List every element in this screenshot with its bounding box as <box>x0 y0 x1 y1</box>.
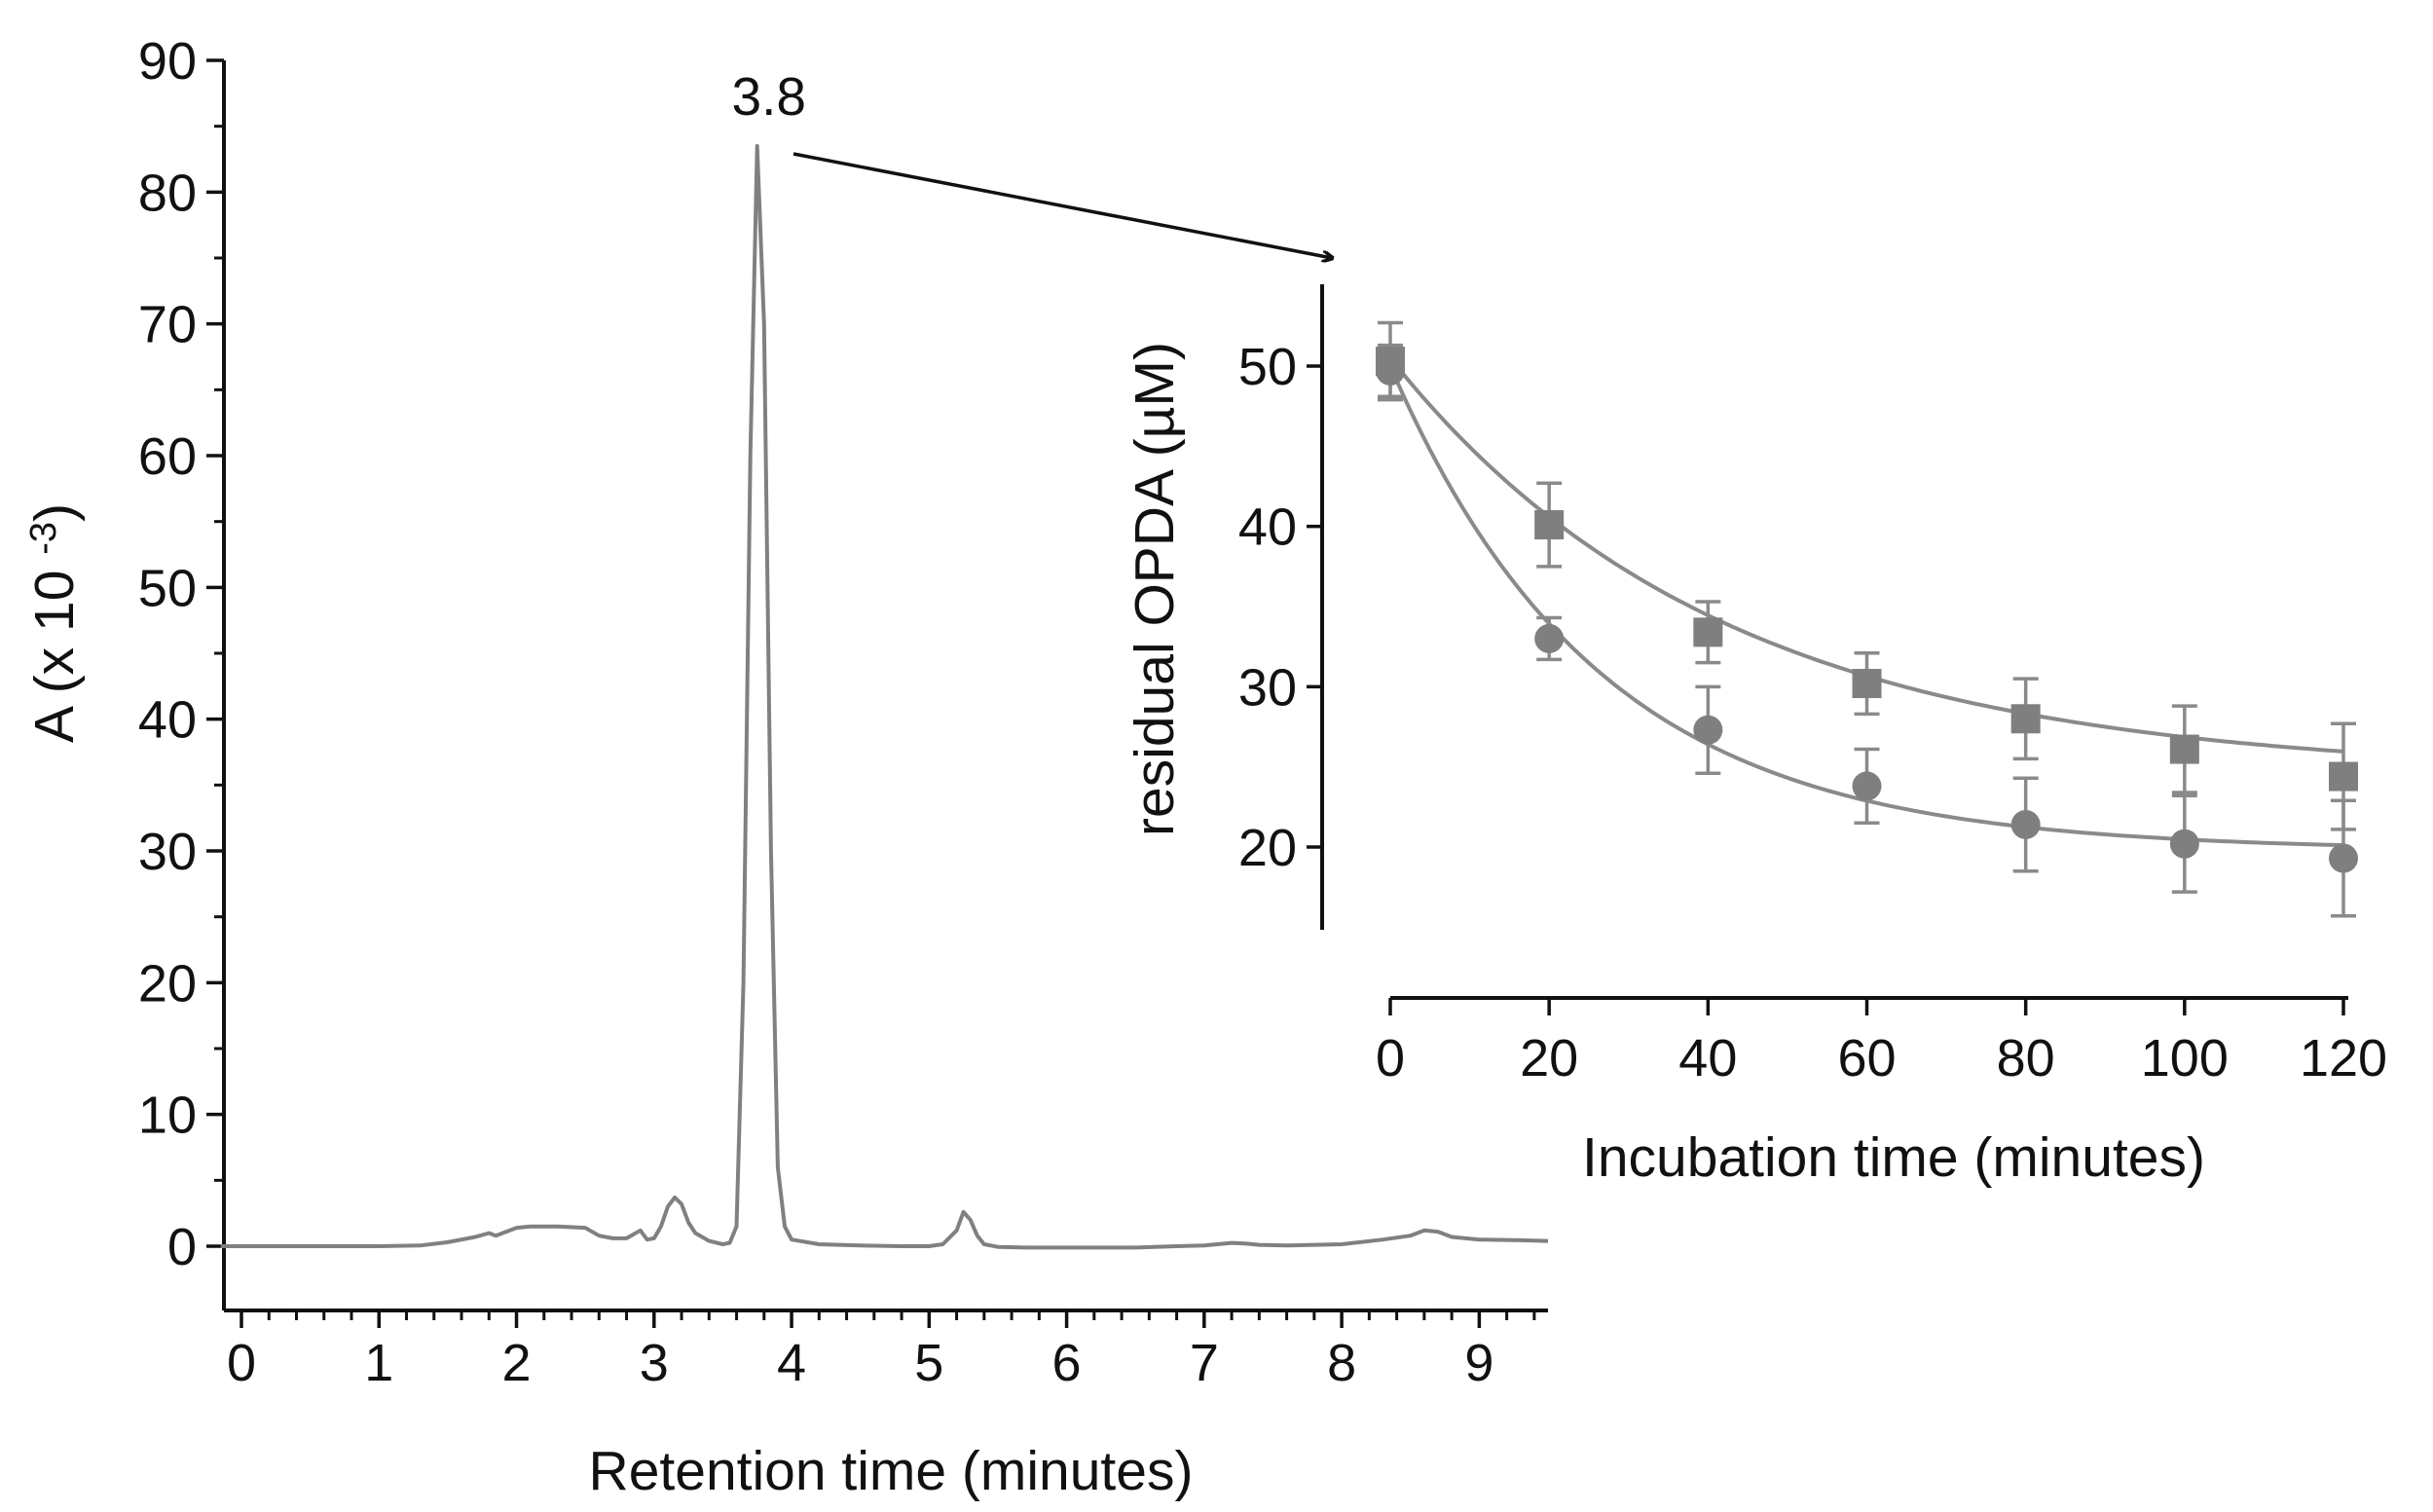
main-x-tick-label: 2 <box>502 1334 532 1392</box>
circle-marker <box>2010 809 2041 839</box>
inset-x-axis-title: Incubation time (minutes) <box>1582 1126 2205 1189</box>
inset-series <box>1376 320 2358 918</box>
inset-x-tick-label: 60 <box>1837 1029 1896 1088</box>
inset-x-tick-label: 80 <box>1997 1029 2055 1088</box>
inset-y-axis-ticks: 20 30 40 50 <box>1238 338 1322 877</box>
inset-x-tick-label: 120 <box>2300 1029 2387 1088</box>
inset-x-tick-label: 0 <box>1376 1029 1405 1088</box>
main-y-tick-label: 90 <box>138 32 197 91</box>
peak-pointer-arrow <box>793 152 1332 258</box>
inset-y-tick-label: 20 <box>1238 819 1297 877</box>
inset-x-tick-label: 100 <box>2141 1029 2229 1088</box>
chromatogram-trace <box>220 144 1549 1250</box>
square-marker <box>1693 617 1723 647</box>
main-y-tick-label: 0 <box>167 1218 197 1276</box>
main-y-axis-title-close: ) <box>23 503 86 522</box>
inset-y-tick-label: 50 <box>1238 338 1297 396</box>
circle-marker <box>2329 843 2358 873</box>
square-marker <box>1534 510 1565 540</box>
inset-y-tick-label: 40 <box>1238 498 1297 557</box>
circle-marker <box>1852 771 1882 801</box>
main-x-tick-label: 4 <box>777 1334 806 1392</box>
inset-y-tick-label: 30 <box>1238 658 1297 717</box>
circle-marker <box>2169 829 2199 859</box>
circle-marker <box>1376 355 1405 386</box>
chromatogram-chart: 0 10 20 30 40 50 60 70 80 90 0 1 2 3 4 5 6 7 8 9 3.8 Reten… <box>23 32 1549 1502</box>
main-x-tick-label: 3 <box>640 1334 669 1392</box>
main-x-tick-label: 6 <box>1052 1334 1082 1392</box>
main-x-tick-label: 8 <box>1327 1334 1356 1392</box>
main-y-tick-label: 80 <box>138 164 197 222</box>
main-y-axis-ticks: 0 10 20 30 40 50 60 70 80 90 <box>138 32 224 1276</box>
square-marker <box>1852 669 1882 699</box>
main-x-tick-label: 0 <box>227 1334 256 1392</box>
inset-x-tick-label: 20 <box>1520 1029 1578 1088</box>
inset-chart: 20 30 40 50 0 20 40 60 80 100 120 Incubation time… <box>1124 284 2387 1189</box>
main-x-tick-label: 7 <box>1190 1334 1219 1392</box>
square-marker <box>2329 761 2358 792</box>
square-marker <box>2010 704 2041 734</box>
main-y-axis-title-main: A (x 10 <box>23 555 86 743</box>
main-y-tick-label: 40 <box>138 691 197 750</box>
main-y-axis-title: A (x 10 -3) <box>23 503 86 743</box>
main-y-tick-label: 50 <box>138 559 197 617</box>
main-y-tick-label: 20 <box>138 954 197 1013</box>
main-y-tick-label: 60 <box>138 427 197 486</box>
inset-x-axis-ticks: 0 20 40 60 80 100 120 <box>1376 998 2387 1088</box>
main-y-tick-label: 30 <box>138 823 197 881</box>
main-x-axis-title: Retention time (minutes) <box>589 1440 1194 1502</box>
inset-y-axis-title: residual OPDA (µM) <box>1124 342 1186 836</box>
main-x-tick-label: 1 <box>364 1334 393 1392</box>
circle-marker <box>1534 623 1565 653</box>
main-x-tick-label: 5 <box>914 1334 943 1392</box>
main-y-axis-title-exponent: -3 <box>23 522 64 555</box>
main-y-tick-label: 70 <box>138 296 197 354</box>
inset-x-tick-label: 40 <box>1678 1029 1737 1088</box>
peak-label: 3.8 <box>732 66 806 127</box>
square-marker <box>2169 734 2199 764</box>
circle-marker <box>1693 715 1723 745</box>
main-x-tick-label: 9 <box>1464 1334 1493 1392</box>
main-x-axis-ticks: 0 1 2 3 4 5 6 7 8 9 <box>227 1310 1536 1392</box>
main-y-tick-label: 10 <box>138 1087 197 1145</box>
